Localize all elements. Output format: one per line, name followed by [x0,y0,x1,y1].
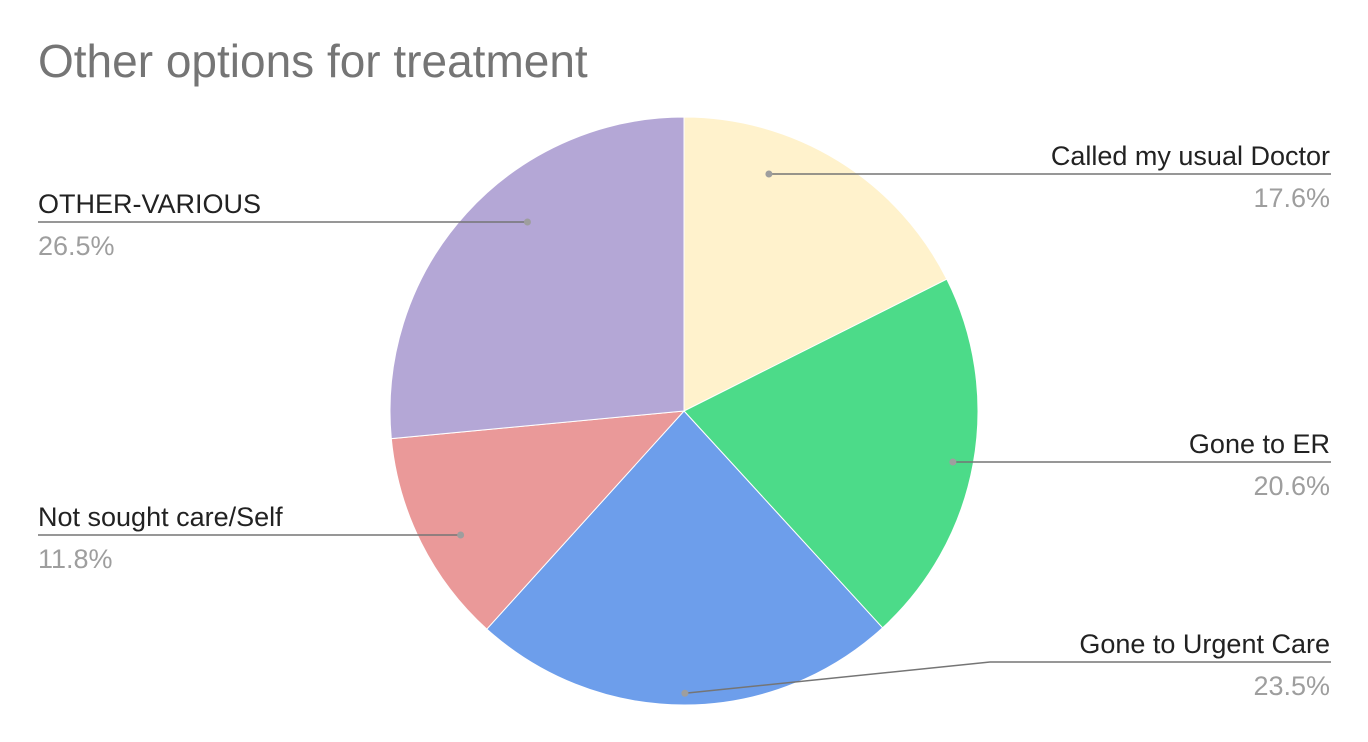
slice-label-not-sought-care-self: Not sought care/Self [38,502,283,532]
chart-title: Other options for treatment [38,35,588,87]
leader-dot-other-various [523,218,531,226]
pie-slice-called-my-usual-doctor [683,116,948,412]
leader-dot-not-sought-care-self [457,531,465,539]
pie-slices [389,116,979,706]
pie-slice-gone-to-er [683,278,979,629]
slice-label-called-my-usual-doctor: Called my usual Doctor [1051,141,1330,171]
slice-value-called-my-usual-doctor: 17.6% [1253,183,1330,213]
slice-label-gone-to-er: Gone to ER [1189,429,1330,459]
leader-dot-gone-to-er [949,458,957,466]
slice-value-gone-to-er: 20.6% [1253,471,1330,501]
leader-dot-called-my-usual-doctor [765,170,773,178]
leader-lines [38,170,1331,697]
slice-label-other-various: OTHER-VARIOUS [38,189,261,219]
pie-slice-other-various [389,116,685,440]
slice-labels: Called my usual Doctor 17.6% Gone to ER 20.… [38,141,1330,701]
leader-dot-gone-to-urgent-care [681,689,689,697]
pie-slice-gone-to-urgent-care [486,410,884,706]
slice-value-gone-to-urgent-care: 23.5% [1253,671,1330,701]
slice-label-gone-to-urgent-care: Gone to Urgent Care [1079,629,1330,659]
slice-value-not-sought-care-self: 11.8% [38,544,113,574]
slice-value-other-various: 26.5% [38,231,115,261]
leader-line-gone-to-urgent-care [684,661,1331,694]
pie-slice-not-sought-care-self [390,410,686,630]
